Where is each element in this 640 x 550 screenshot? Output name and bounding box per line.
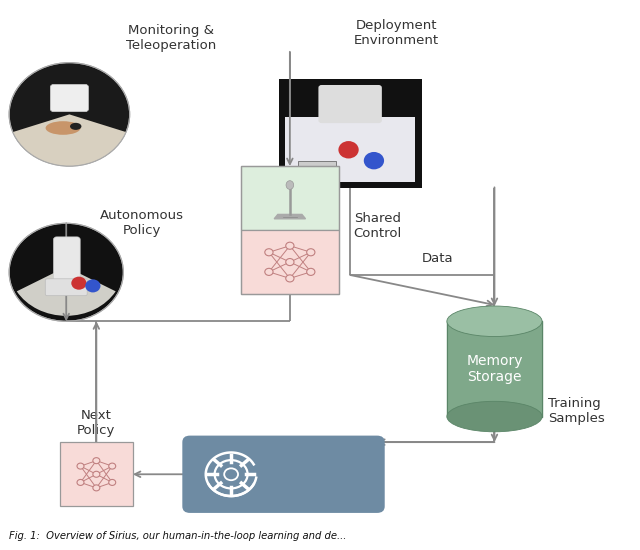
Circle shape (285, 242, 294, 249)
FancyBboxPatch shape (241, 166, 339, 230)
Circle shape (339, 141, 358, 158)
Text: Policy
Update: Policy Update (266, 455, 339, 494)
FancyBboxPatch shape (60, 442, 133, 507)
Text: Deployment
Environment: Deployment Environment (353, 19, 438, 47)
Circle shape (364, 152, 384, 169)
FancyBboxPatch shape (45, 279, 87, 296)
Wedge shape (13, 114, 126, 166)
FancyBboxPatch shape (298, 161, 336, 177)
Circle shape (109, 480, 116, 486)
Circle shape (285, 258, 294, 266)
Text: Data: Data (422, 252, 453, 265)
Text: Fig. 1:  Overview of Sirius, our human-in-the-loop learning and de...: Fig. 1: Overview of Sirius, our human-in… (9, 531, 346, 541)
Circle shape (265, 249, 273, 256)
Text: Next
Policy: Next Policy (77, 409, 115, 437)
Circle shape (307, 268, 315, 276)
Text: Monitoring &
Teleoperation: Monitoring & Teleoperation (126, 24, 216, 52)
Ellipse shape (45, 121, 81, 135)
Circle shape (85, 279, 100, 293)
FancyBboxPatch shape (241, 230, 339, 294)
Circle shape (9, 63, 130, 166)
Ellipse shape (447, 402, 542, 432)
Circle shape (93, 471, 100, 477)
Ellipse shape (70, 123, 81, 130)
Circle shape (77, 480, 84, 486)
FancyBboxPatch shape (51, 85, 88, 112)
Text: Memory
Storage: Memory Storage (466, 354, 523, 384)
Ellipse shape (286, 181, 294, 189)
Text: Autonomous
Policy: Autonomous Policy (100, 210, 184, 237)
Text: Shared
Control: Shared Control (354, 212, 402, 240)
Polygon shape (274, 214, 305, 219)
Circle shape (307, 249, 315, 256)
Wedge shape (17, 267, 116, 316)
FancyBboxPatch shape (285, 117, 415, 183)
FancyBboxPatch shape (319, 85, 382, 123)
Ellipse shape (447, 306, 542, 337)
Circle shape (93, 458, 100, 464)
FancyBboxPatch shape (54, 237, 80, 280)
Circle shape (9, 223, 124, 321)
Circle shape (77, 463, 84, 469)
Circle shape (109, 463, 116, 469)
Text: Training
Samples: Training Samples (548, 397, 605, 425)
FancyBboxPatch shape (182, 436, 385, 513)
Circle shape (265, 268, 273, 276)
Circle shape (285, 275, 294, 282)
Circle shape (93, 485, 100, 491)
FancyBboxPatch shape (279, 79, 422, 188)
Circle shape (71, 277, 86, 290)
Polygon shape (447, 321, 542, 416)
